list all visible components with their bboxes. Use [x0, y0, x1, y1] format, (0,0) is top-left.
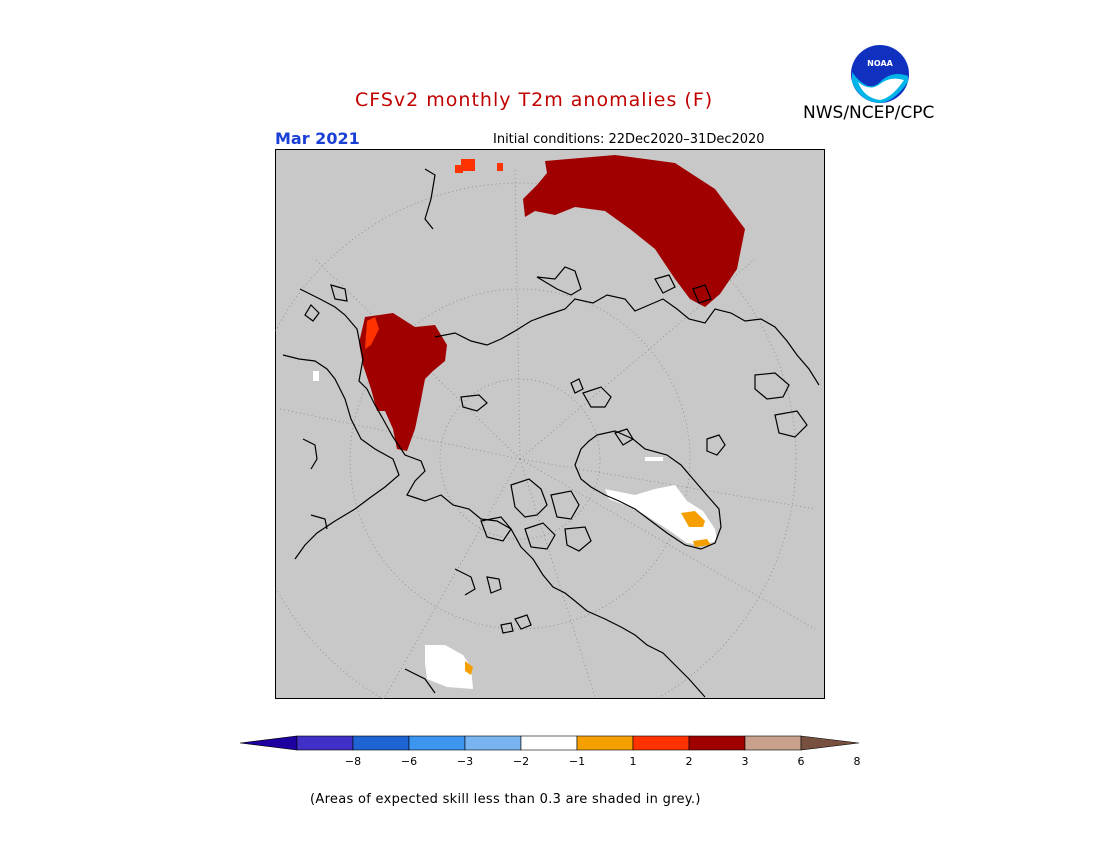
colorbar-swatch — [464, 735, 522, 751]
colorbar-tick-label: 1 — [630, 755, 637, 768]
colorbar: −8 −6 −3 −2 −1 1 2 3 6 8 — [239, 735, 861, 768]
graticule — [275, 168, 816, 699]
colorbar-tick-label: 2 — [686, 755, 693, 768]
noaa-logo: NOAA — [849, 43, 911, 105]
forecast-month: Mar 2021 — [275, 129, 360, 148]
colorbar-ticks: −8 −6 −3 −2 −1 1 2 3 6 8 — [345, 755, 861, 768]
agency-label: NWS/NCEP/CPC — [803, 103, 935, 123]
coastlines — [282, 168, 820, 698]
anomaly-greenland — [605, 457, 717, 547]
skill-footnote: (Areas of expected skill less than 0.3 a… — [310, 792, 701, 807]
colorbar-tick-label: −1 — [569, 755, 585, 768]
colorbar-tick-label: −6 — [401, 755, 417, 768]
colorbar-arrow-low — [239, 735, 298, 751]
map-title: CFSv2 monthly T2m anomalies (F) — [355, 89, 714, 111]
colorbar-swatches — [239, 735, 860, 751]
polar-map — [275, 149, 825, 699]
colorbar-swatch — [576, 735, 634, 751]
colorbar-arrow-high — [800, 735, 860, 751]
colorbar-swatch — [632, 735, 690, 751]
colorbar-swatch — [520, 735, 578, 751]
noaa-logo-text: NOAA — [867, 59, 893, 68]
initial-conditions: Initial conditions: 22Dec2020–31Dec2020 — [493, 132, 765, 147]
colorbar-swatch — [408, 735, 466, 751]
colorbar-tick-label: −2 — [513, 755, 529, 768]
colorbar-tick-label: −3 — [457, 755, 473, 768]
colorbar-tick-label: 8 — [854, 755, 861, 768]
colorbar-swatch — [296, 735, 354, 751]
colorbar-swatch — [352, 735, 410, 751]
colorbar-swatch — [744, 735, 802, 751]
colorbar-tick-label: 3 — [742, 755, 749, 768]
anomaly-siberia — [455, 155, 745, 307]
colorbar-tick-label: 6 — [798, 755, 805, 768]
anomaly-west-russia — [359, 313, 447, 451]
anomaly-north-america — [425, 645, 473, 689]
colorbar-tick-label: −8 — [345, 755, 361, 768]
anomaly-small-white — [313, 371, 319, 381]
colorbar-swatch — [688, 735, 746, 751]
